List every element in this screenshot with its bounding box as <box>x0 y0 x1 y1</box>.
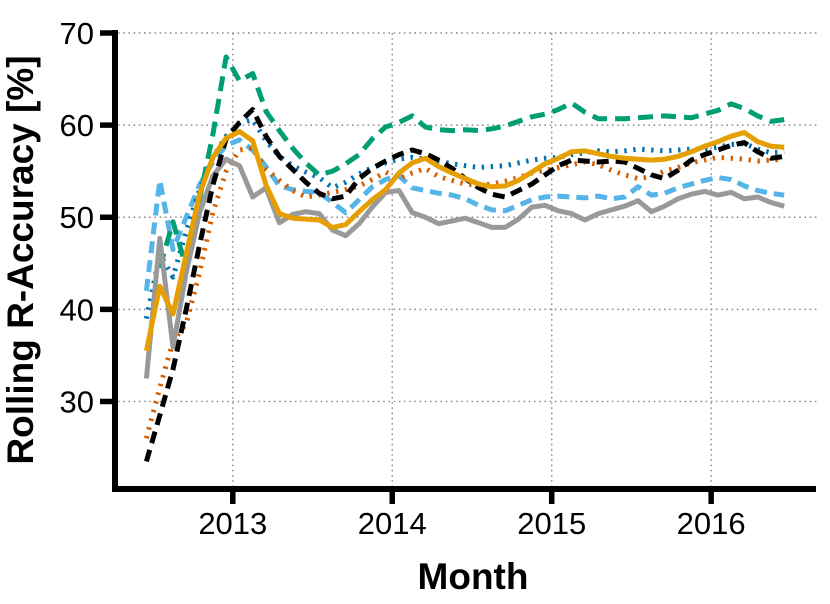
tick-labels: 30 40 50 60 70 2013 2014 2015 2016 <box>60 16 746 541</box>
x-tick-label-2013: 2013 <box>198 506 267 541</box>
y-tick-label-30: 30 <box>60 384 94 419</box>
y-tick-label-40: 40 <box>60 292 94 327</box>
series-vermillion-dotted <box>143 145 785 439</box>
series-green-dashed <box>157 54 785 271</box>
x-tick-label-2014: 2014 <box>358 506 427 541</box>
y-tick-label-60: 60 <box>60 108 94 143</box>
series-blue-dotted <box>143 117 785 320</box>
x-axis-title: Month <box>418 556 529 597</box>
y-axis-title: Rolling R-Accuracy [%] <box>0 55 41 464</box>
series-orange-solid <box>143 129 785 352</box>
series-sky-blue-dashed <box>143 137 785 292</box>
series-lines <box>143 54 785 463</box>
series-gray-solid <box>143 156 785 379</box>
x-tick-label-2015: 2015 <box>517 506 586 541</box>
y-tick-label-50: 50 <box>60 200 94 235</box>
y-tick-label-70: 70 <box>60 16 94 51</box>
x-tick-label-2016: 2016 <box>677 506 746 541</box>
axes <box>100 30 816 504</box>
